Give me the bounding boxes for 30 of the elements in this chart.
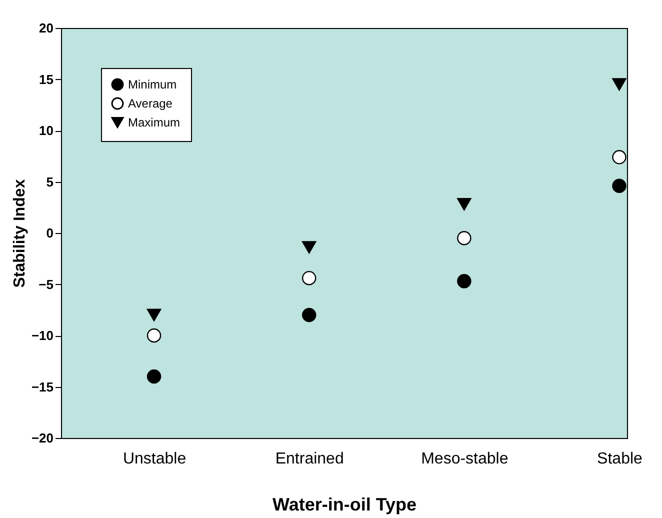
x-tick-label: Stable <box>597 450 643 468</box>
point <box>457 274 472 288</box>
x-tick-label: Entrained <box>275 450 344 468</box>
x-tick-label: Unstable <box>122 450 186 468</box>
point <box>146 328 162 343</box>
x-tick-label: Meso-stable <box>421 450 508 468</box>
legend-label: Average <box>128 96 173 110</box>
point <box>302 241 316 254</box>
point <box>612 78 626 91</box>
x-axis-title: Water-in-oil Type <box>272 494 416 514</box>
point <box>302 308 316 322</box>
y-tick-label: 10 <box>39 123 54 138</box>
y-tick-label: 0 <box>46 226 54 240</box>
point <box>612 150 626 164</box>
point <box>146 308 162 322</box>
y-axis-title: Stability Index <box>11 179 28 288</box>
y-tick-label: 5 <box>46 174 54 190</box>
point <box>146 369 162 384</box>
y-tick-label: −15 <box>31 379 54 394</box>
legend-label: Maximum <box>128 116 180 130</box>
y-tick-label: −20 <box>31 430 54 446</box>
y-tick-label: −5 <box>38 276 54 292</box>
y-tick-label: 20 <box>39 20 54 36</box>
y-tick-label: −10 <box>31 328 54 343</box>
point <box>302 270 316 286</box>
legend-label: Minimum <box>128 78 177 92</box>
point <box>457 231 472 246</box>
point <box>612 178 626 193</box>
point <box>457 198 472 211</box>
y-tick-label: 15 <box>39 72 54 87</box>
